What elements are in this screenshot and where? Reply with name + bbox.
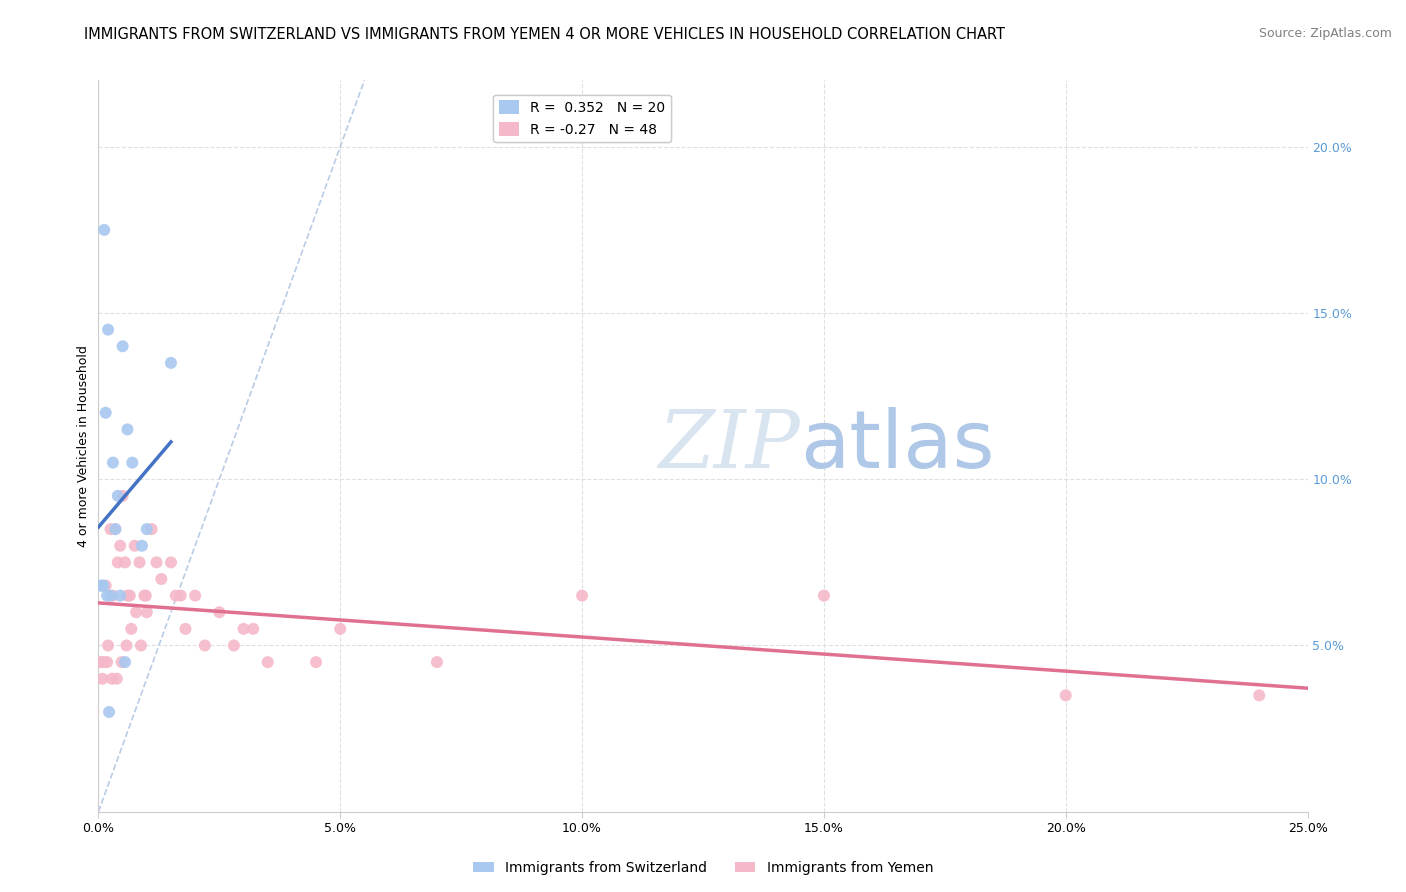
Text: IMMIGRANTS FROM SWITZERLAND VS IMMIGRANTS FROM YEMEN 4 OR MORE VEHICLES IN HOUSE: IMMIGRANTS FROM SWITZERLAND VS IMMIGRANT… [84,27,1005,42]
Point [105,672,128,686]
Point [100,522,122,536]
Point [174,622,197,636]
Point [94,406,117,420]
Point [120,622,142,636]
Y-axis label: 4 or more Vehicles in Household: 4 or more Vehicles in Household [77,345,90,547]
Point [111,339,134,353]
Point [150,572,173,586]
Point [121,456,143,470]
Point [571,589,593,603]
Point [96,589,118,603]
Point [160,555,183,569]
Point [135,589,157,603]
Point [97,639,120,653]
Point [97,323,120,337]
Point [108,539,131,553]
Point [194,639,217,653]
Point [129,639,152,653]
Point [145,555,167,569]
Point [232,622,254,636]
Point [135,522,157,536]
Point [91,655,114,669]
Legend: Immigrants from Switzerland, Immigrants from Yemen: Immigrants from Switzerland, Immigrants … [467,855,939,880]
Point [135,605,157,619]
Point [94,579,117,593]
Point [104,522,127,536]
Point [242,622,264,636]
Text: ZIP: ZIP [658,408,800,484]
Text: atlas: atlas [800,407,994,485]
Point [128,555,150,569]
Point [134,589,156,603]
Point [91,579,114,593]
Point [256,655,278,669]
Point [100,589,122,603]
Point [125,605,148,619]
Point [117,589,139,603]
Point [1054,689,1077,703]
Point [165,589,187,603]
Point [98,705,121,719]
Point [107,555,129,569]
Point [184,589,207,603]
Point [111,655,134,669]
Point [91,579,114,593]
Text: Source: ZipAtlas.com: Source: ZipAtlas.com [1258,27,1392,40]
Point [90,655,112,669]
Point [131,539,153,553]
Point [114,555,136,569]
Point [91,672,114,686]
Point [101,672,124,686]
Point [169,589,191,603]
Point [117,422,139,436]
Point [124,539,146,553]
Point [141,522,163,536]
Point [208,605,231,619]
Point [426,655,449,669]
Point [115,639,138,653]
Point [1249,689,1271,703]
Point [93,223,115,237]
Point [101,589,124,603]
Point [222,639,245,653]
Point [160,356,183,370]
Point [101,456,124,470]
Point [813,589,835,603]
Point [90,579,112,593]
Point [118,589,141,603]
Point [111,489,134,503]
Point [96,655,118,669]
Point [108,589,131,603]
Point [114,655,136,669]
Legend: R =  0.352   N = 20, R = -0.27   N = 48: R = 0.352 N = 20, R = -0.27 N = 48 [494,95,671,142]
Point [329,622,352,636]
Point [305,655,328,669]
Point [104,522,127,536]
Point [107,489,129,503]
